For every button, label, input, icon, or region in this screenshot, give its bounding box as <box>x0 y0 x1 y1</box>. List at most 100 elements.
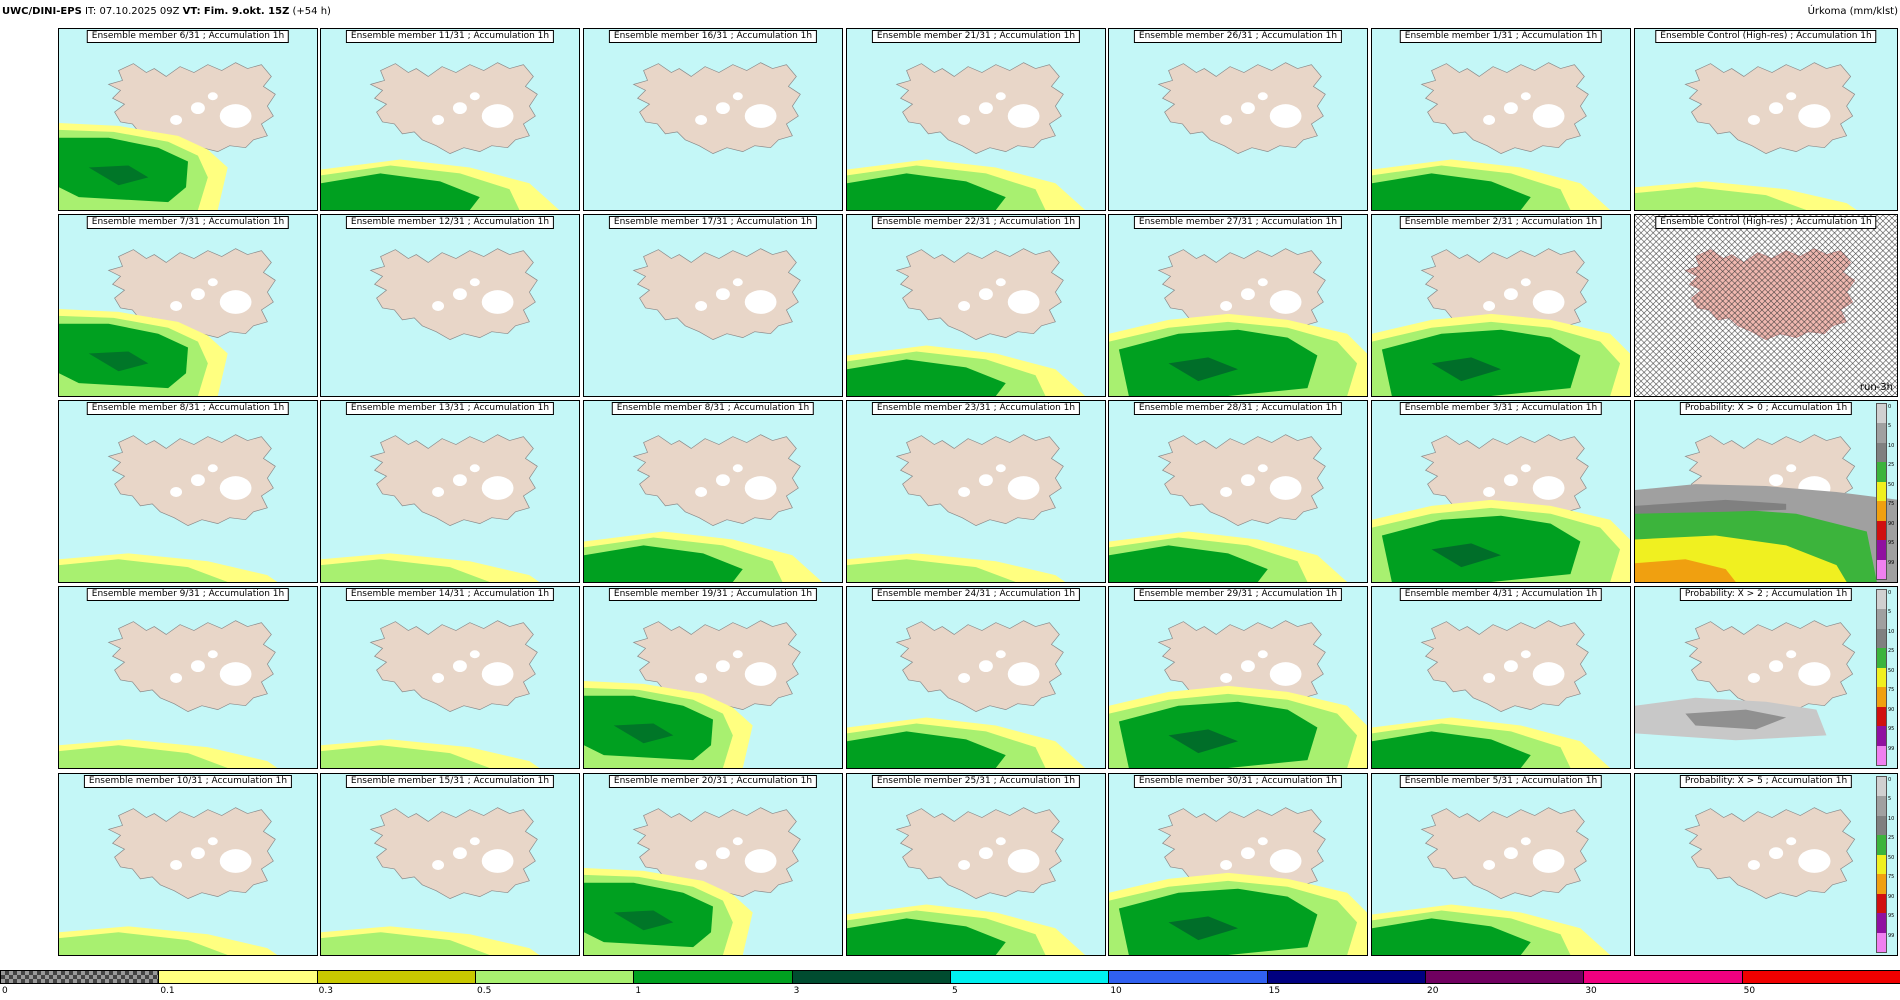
ensemble-map-panel: Ensemble member 2/31 ; Accumulation 1h <box>1371 214 1631 397</box>
colorbar-segment <box>1267 971 1426 983</box>
colorbar-segment <box>476 971 635 983</box>
panel-title: Ensemble member 21/31 ; Accumulation 1h <box>871 30 1081 43</box>
ensemble-map-panel: Ensemble member 22/31 ; Accumulation 1h <box>846 214 1106 397</box>
prob-legend-label: 75 <box>1888 874 1895 881</box>
ensemble-map-panel: Ensemble member 29/31 ; Accumulation 1h <box>1108 586 1368 769</box>
prob-legend-swatch <box>1877 893 1886 914</box>
panel-title: Ensemble member 24/31 ; Accumulation 1h <box>871 588 1081 601</box>
panel-title: Ensemble member 8/31 ; Accumulation 1h <box>86 402 290 415</box>
colorbar-segment <box>1109 971 1268 983</box>
colorbar-tick-label: 5 <box>952 986 958 996</box>
prob-legend-swatch <box>1877 835 1886 855</box>
prob-legend-swatch <box>1877 559 1886 579</box>
ensemble-map-panel: Ensemble member 13/31 ; Accumulation 1h <box>320 400 580 583</box>
colorbar-tick-label: 30 <box>1585 986 1597 996</box>
ensemble-map-panel: Ensemble member 27/31 ; Accumulation 1h <box>1108 214 1368 397</box>
probability-panel: Probability: X > 2 ; Accumulation 1h 0 5 10… <box>1634 586 1898 769</box>
panel-title: Ensemble member 27/31 ; Accumulation 1h <box>1133 216 1343 229</box>
colorbar-tick-label: 0.5 <box>477 986 492 996</box>
ensemble-map-panel: Ensemble member 23/31 ; Accumulation 1h <box>846 400 1106 583</box>
panel-title: Ensemble Control (High-res) ; Accumulati… <box>1655 216 1877 229</box>
panel-title: Ensemble member 8/31 ; Accumulation 1h <box>611 402 815 415</box>
prob-legend-swatch <box>1877 667 1886 688</box>
ensemble-map-panel: Ensemble member 5/31 ; Accumulation 1h <box>1371 773 1631 956</box>
prob-legend-label: 99 <box>1888 745 1895 752</box>
panel-title: Ensemble member 30/31 ; Accumulation 1h <box>1133 775 1343 788</box>
prob-legend-swatch <box>1877 628 1886 649</box>
panel-title: Ensemble member 25/31 ; Accumulation 1h <box>871 775 1081 788</box>
panel-grid: Ensemble member 6/31 ; Accumulation 1h En… <box>58 28 1898 956</box>
probability-panel: Probability: X > 5 ; Accumulation 1h 0 5 10… <box>1634 773 1898 956</box>
ensemble-map-panel: Ensemble member 1/31 ; Accumulation 1h <box>1371 28 1631 211</box>
colorbar-tick-label: 20 <box>1427 986 1439 996</box>
prob-legend-swatch <box>1877 777 1886 797</box>
lead-time: (+54 h) <box>292 6 331 17</box>
ensemble-map-panel: Ensemble member 8/31 ; Accumulation 1h <box>58 400 318 583</box>
ensemble-map-panel: Ensemble member 19/31 ; Accumulation 1h <box>583 586 843 769</box>
panel-title: Probability: X > 5 ; Accumulation 1h <box>1679 775 1853 788</box>
prob-legend-swatch <box>1877 423 1886 443</box>
prob-legend-swatch <box>1877 726 1886 746</box>
prob-legend-swatch <box>1877 481 1886 502</box>
panel-title: Ensemble member 3/31 ; Accumulation 1h <box>1399 402 1603 415</box>
prob-legend-label: 10 <box>1888 628 1895 635</box>
prob-legend-label: 95 <box>1888 913 1895 920</box>
ensemble-map-panel: Ensemble member 7/31 ; Accumulation 1h <box>58 214 318 397</box>
prob-legend-swatch <box>1877 609 1886 629</box>
panel-title: Ensemble member 13/31 ; Accumulation 1h <box>345 402 555 415</box>
ensemble-map-panel: Ensemble member 30/31 ; Accumulation 1h <box>1108 773 1368 956</box>
prob-legend-label: 75 <box>1888 501 1895 508</box>
panel-title: Ensemble member 11/31 ; Accumulation 1h <box>345 30 555 43</box>
prob-legend-swatch <box>1877 442 1886 463</box>
colorbar-segment <box>317 971 476 983</box>
prob-legend-label: 50 <box>1888 667 1895 674</box>
prob-legend-label: 0 <box>1888 404 1892 410</box>
prob-legend-label: 95 <box>1888 540 1895 547</box>
panel-title: Ensemble member 16/31 ; Accumulation 1h <box>608 30 818 43</box>
vt-value: Fim. 9.okt. 15Z <box>203 6 290 17</box>
prob-legend-label: 0 <box>1888 777 1892 783</box>
prob-legend-label: 5 <box>1888 423 1892 430</box>
prob-legend-swatch <box>1877 687 1886 707</box>
prob-legend-label: 25 <box>1888 462 1895 469</box>
panel-title: Ensemble member 4/31 ; Accumulation 1h <box>1399 588 1603 601</box>
ensemble-map-panel: Ensemble member 14/31 ; Accumulation 1h <box>320 586 580 769</box>
panel-title: Ensemble member 5/31 ; Accumulation 1h <box>1399 775 1603 788</box>
it-value: 07.10.2025 09Z <box>99 6 180 17</box>
ensemble-map-panel: Ensemble Control (High-res) ; Accumulati… <box>1634 214 1898 397</box>
prob-legend-swatch <box>1877 932 1886 952</box>
panel-title: Ensemble member 1/31 ; Accumulation 1h <box>1399 30 1603 43</box>
panel-title: Ensemble member 29/31 ; Accumulation 1h <box>1133 588 1343 601</box>
prob-legend-label: 90 <box>1888 706 1895 713</box>
prob-legend-swatch <box>1877 462 1886 482</box>
panel-title: Probability: X > 0 ; Accumulation 1h <box>1679 402 1853 415</box>
prob-legend-swatch <box>1877 520 1886 541</box>
panel-title: Ensemble member 28/31 ; Accumulation 1h <box>1133 402 1343 415</box>
prob-legend-swatch <box>1877 501 1886 521</box>
prob-legend-label: 90 <box>1888 520 1895 527</box>
prob-legend-swatch <box>1877 706 1886 727</box>
it-label: IT: <box>84 6 97 17</box>
panel-title: Probability: X > 2 ; Accumulation 1h <box>1679 588 1853 601</box>
ensemble-map-panel: Ensemble member 17/31 ; Accumulation 1h <box>583 214 843 397</box>
prob-legend-label: 99 <box>1888 559 1895 566</box>
prob-legend-swatch <box>1877 745 1886 765</box>
colorbar-segment <box>951 971 1110 983</box>
panel-title: Ensemble member 9/31 ; Accumulation 1h <box>86 588 290 601</box>
prob-legend-label: 25 <box>1888 648 1895 655</box>
panel-title: Ensemble member 12/31 ; Accumulation 1h <box>345 216 555 229</box>
colorbar-segment <box>1742 971 1900 983</box>
prob-legend-label: 50 <box>1888 854 1895 861</box>
colorbar-tick-label: 1 <box>635 986 642 996</box>
forecast-info: UWC/DINI-EPS IT: 07.10.2025 09Z VT: Fim.… <box>2 6 331 17</box>
prob-legend-label: 25 <box>1888 835 1895 842</box>
panel-title: Ensemble member 23/31 ; Accumulation 1h <box>871 402 1081 415</box>
ensemble-map-panel: Ensemble member 24/31 ; Accumulation 1h <box>846 586 1106 769</box>
prob-legend-swatch <box>1877 590 1886 610</box>
panel-title: Ensemble member 26/31 ; Accumulation 1h <box>1133 30 1343 43</box>
ensemble-map-panel: Ensemble Control (High-res) ; Accumulati… <box>1634 28 1898 211</box>
prob-legend-label: 0 <box>1888 590 1892 596</box>
panel-title: Ensemble member 20/31 ; Accumulation 1h <box>608 775 818 788</box>
prob-legend-label: 75 <box>1888 687 1895 694</box>
colorbar-tick-label: 0.3 <box>318 986 333 996</box>
